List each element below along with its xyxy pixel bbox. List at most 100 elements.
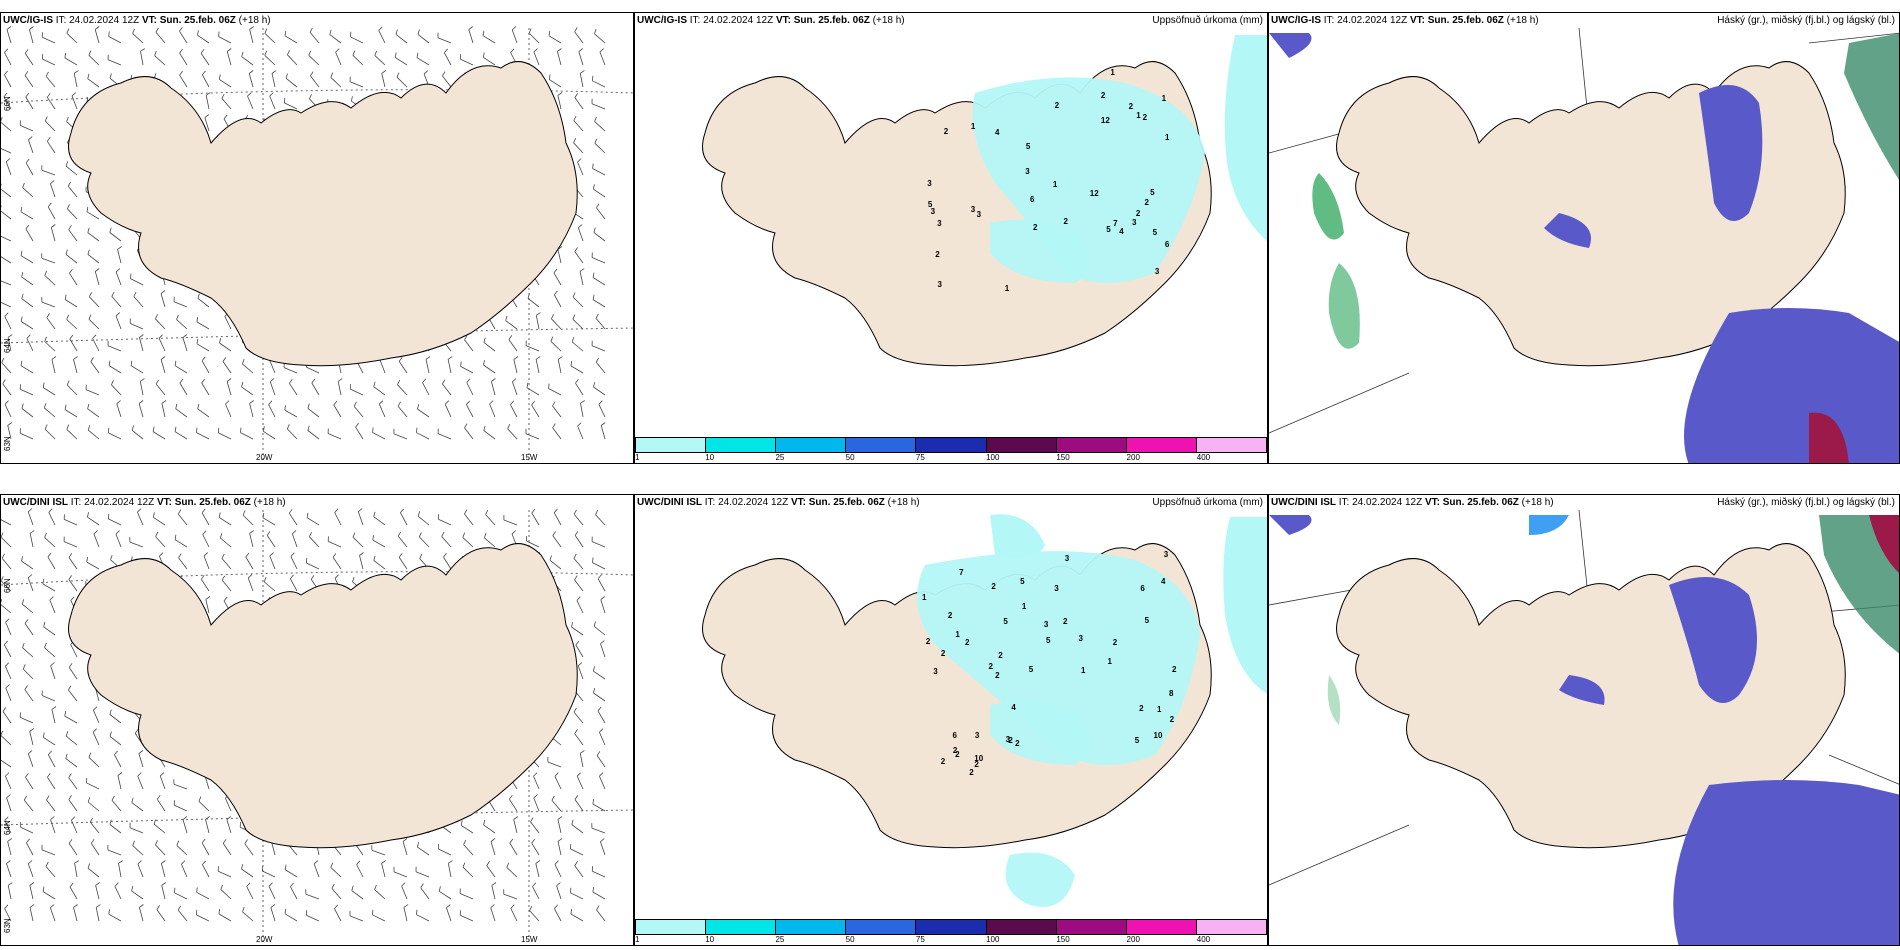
wind-barb-flag xyxy=(134,729,139,734)
wind-barb xyxy=(600,599,606,614)
wind-barb-flag xyxy=(351,96,353,102)
precip-panel-top: UWC/IG-IS IT: 24.02.2024 12Z VT: Sun. 25… xyxy=(634,12,1268,464)
wind-barb xyxy=(64,715,78,724)
it-value: 24.02.2024 12Z xyxy=(1352,497,1423,508)
wind-barb xyxy=(507,428,518,440)
wind-barb-flag xyxy=(594,28,597,34)
precip-value-label: 2 xyxy=(1171,664,1177,674)
wind-barb-flag xyxy=(573,553,577,559)
wind-barb-flag xyxy=(64,294,67,300)
wind-barb xyxy=(174,804,188,812)
wind-barb-flag xyxy=(45,71,49,77)
wind-barb xyxy=(68,229,78,242)
wind-barb-flag xyxy=(595,313,599,319)
wind-barb-flag xyxy=(398,553,403,558)
wind-barb-flag xyxy=(2,379,6,384)
wind-barb xyxy=(242,363,254,374)
precip-map xyxy=(702,35,1267,367)
wind-barb-flag xyxy=(599,728,604,733)
vt-value: Sun. 25.feb. 06Z xyxy=(1427,15,1504,26)
wind-barb-flag xyxy=(313,860,319,865)
wind-barb xyxy=(352,55,364,66)
wind-barb-flag xyxy=(482,52,485,58)
wind-barb-flag xyxy=(20,360,23,366)
it-value: 24.02.2024 12Z xyxy=(1337,15,1408,26)
wind-barb xyxy=(596,207,606,220)
colorbar-swatch xyxy=(986,920,1057,934)
wind-barb xyxy=(205,95,210,110)
wind-barb xyxy=(571,341,584,352)
wind-barb xyxy=(333,404,342,418)
wind-barb xyxy=(175,408,188,418)
wind-barb xyxy=(1,280,12,286)
wind-barb xyxy=(201,360,210,374)
wind-barb xyxy=(531,512,540,526)
wind-barb xyxy=(482,35,496,44)
wind-barb xyxy=(554,864,562,878)
wind-barb xyxy=(68,843,78,856)
wind-barb xyxy=(201,842,210,856)
wind-barb xyxy=(553,512,562,526)
wind-barb xyxy=(597,710,606,724)
wind-barb xyxy=(305,893,320,900)
wind-barb xyxy=(557,819,562,834)
wind-barb-flag xyxy=(417,404,420,410)
wind-barb xyxy=(89,296,100,308)
wind-barb-flag xyxy=(202,530,207,535)
wind-barb-flag xyxy=(44,424,48,430)
wind-barb-flag xyxy=(464,335,468,341)
wind-barb-flag xyxy=(111,795,115,801)
colorbar-swatch xyxy=(706,438,777,452)
wind-barb xyxy=(271,73,276,88)
wind-barb xyxy=(1,604,12,614)
wind-barb xyxy=(506,867,518,878)
wind-barb-flag xyxy=(292,530,297,535)
wind-barb xyxy=(68,799,78,812)
wind-barb xyxy=(447,863,452,878)
wind-barb-flag xyxy=(131,797,134,803)
wind-barb xyxy=(117,775,122,790)
wind-barb xyxy=(159,775,166,790)
wind-barb-flag xyxy=(574,795,579,800)
wind-barb-flag xyxy=(160,356,166,360)
wind-barb xyxy=(1,536,12,548)
wind-barb xyxy=(570,913,584,922)
wind-barb xyxy=(489,403,496,418)
wind-barb xyxy=(241,56,254,66)
wind-barb xyxy=(337,381,342,396)
wind-barb-flag xyxy=(88,752,92,758)
wind-barb xyxy=(20,125,34,132)
colorbar-tick-label: 1 xyxy=(635,935,640,944)
wind-barb-flag xyxy=(43,403,47,409)
wind-barb xyxy=(108,36,122,44)
wind-barb xyxy=(577,161,584,176)
wind-barb xyxy=(95,885,100,900)
wind-barb xyxy=(357,511,364,526)
precip-value-label: 2 xyxy=(1008,735,1013,745)
wind-barb-flag xyxy=(182,334,188,338)
wind-barb-flag xyxy=(44,336,47,342)
wind-barb xyxy=(535,315,540,330)
wind-barb xyxy=(6,863,12,878)
wind-barb xyxy=(27,863,34,878)
wind-barb-flag xyxy=(372,427,374,433)
wind-barb xyxy=(600,643,606,658)
wind-barb-flag xyxy=(530,817,534,823)
wind-barb-flag xyxy=(132,28,135,34)
wind-barb xyxy=(595,514,606,526)
wind-barb-flag xyxy=(287,50,290,55)
wind-barb-flag xyxy=(87,797,91,803)
wind-barb xyxy=(576,600,584,614)
wind-barb xyxy=(571,626,584,636)
wind-barb xyxy=(107,849,122,856)
wind-barb xyxy=(597,578,606,592)
precip-value-label: 2 xyxy=(974,759,979,769)
wind-barb-flag xyxy=(154,50,157,56)
wind-barb xyxy=(577,425,584,440)
wind-barb xyxy=(351,890,364,900)
wind-barb-flag xyxy=(201,356,206,362)
lat-label-63n: 63N xyxy=(3,918,12,933)
wind-barb xyxy=(21,560,34,570)
wind-barb-flag xyxy=(462,532,466,538)
wind-barb xyxy=(573,711,584,724)
